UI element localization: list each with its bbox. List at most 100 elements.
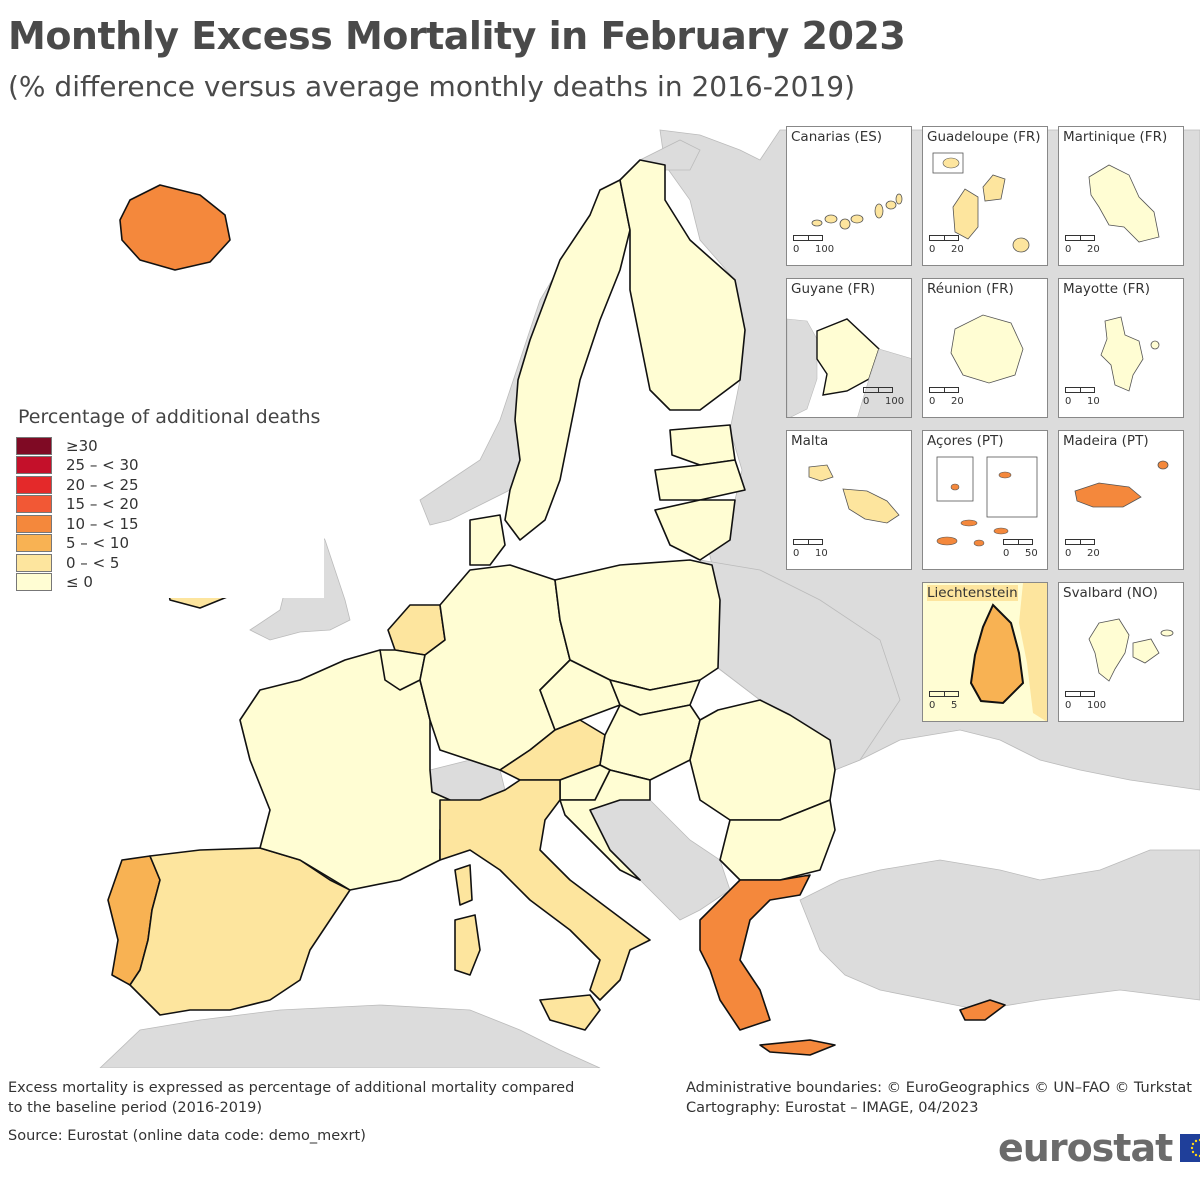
inset-shape [808,464,900,524]
inset-mayotte: Mayotte (FR) 0 10 [1058,278,1184,418]
inset-shape [932,152,1030,253]
spain-region [129,847,351,1016]
inset-title: Svalbard (NO) [1063,585,1158,601]
turkey-region [799,849,1200,1011]
inset-shape [1074,460,1169,508]
legend-item: 20 – < 25 [16,475,320,495]
legend-item: 15 – < 20 [16,495,320,515]
inset-shape [1088,164,1160,243]
inset-shape [811,193,903,230]
credits-line-2: Cartography: Eurostat – IMAGE, 04/2023 [686,1100,979,1116]
inset-shape [936,456,1038,547]
legend-rows: ≥30 25 – < 30 20 – < 25 15 – < 20 10 – <… [16,436,320,592]
legend-swatch [16,436,52,455]
eurostat-logo: eurostat [998,1126,1200,1170]
footnote: Excess mortality is expressed as percent… [8,1078,648,1118]
scale-bar: 0 100 [1065,691,1125,715]
legend: Percentage of additional deaths ≥30 25 –… [14,404,325,598]
denmark-region [469,514,506,566]
eu-flag-icon [1180,1134,1200,1162]
inset-title: Liechtenstein [927,585,1018,601]
inset-title: Martinique (FR) [1063,129,1168,145]
inset-martinique: Martinique (FR) 0 20 [1058,126,1184,266]
inset-title: Madeira (PT) [1063,433,1149,449]
inset-title: Malta [791,433,829,449]
footnote-line-1: Excess mortality is expressed as percent… [8,1080,575,1096]
inset-title: Guyane (FR) [791,281,876,297]
legend-item: ≥30 [16,436,320,456]
inset-title: Réunion (FR) [927,281,1014,297]
north-africa-region [99,1004,601,1068]
legend-item: 5 – < 10 [16,534,320,554]
bulgaria-region [719,799,836,881]
lithuania-region [654,499,736,561]
greece-region [699,874,811,1031]
legend-label: 5 – < 10 [66,534,130,553]
sicily-region [539,994,601,1031]
legend-label: ≤ 0 [66,573,93,592]
inset-guadeloupe: Guadeloupe (FR) 0 20 [922,126,1048,266]
inset-title: Mayotte (FR) [1063,281,1151,297]
legend-label: 0 – < 5 [66,553,120,572]
inset-shape [923,583,1047,721]
legend-label: ≥30 [66,436,98,455]
inset-shape [1100,316,1160,392]
legend-swatch [16,534,52,553]
scale-bar: 0 20 [929,235,989,259]
inset-title: Guadeloupe (FR) [927,129,1041,145]
credits-line-1: Administrative boundaries: © EuroGeograp… [686,1080,1192,1096]
cyprus-region [959,999,1006,1021]
legend-item: 0 – < 5 [16,553,320,573]
inset-shape [950,314,1024,384]
legend-swatch [16,573,52,592]
inset-svalbard: Svalbard (NO) 0 100 [1058,582,1184,722]
inset-malta: Malta 0 10 [786,430,912,570]
legend-label: 10 – < 15 [66,514,139,533]
iceland-region [119,184,231,271]
logo-text: eurostat [998,1126,1173,1170]
crete-region [759,1039,836,1056]
scale-bar: 0 10 [1065,387,1125,411]
legend-title: Percentage of additional deaths [18,406,321,428]
legend-swatch [16,475,52,494]
croatia-region [559,769,651,881]
scale-bar: 0 10 [793,539,853,563]
inset-reunion: Réunion (FR) 0 20 [922,278,1048,418]
estonia-region [669,424,736,466]
footnote-line-2: to the baseline period (2016-2019) [8,1100,263,1116]
source-note: Source: Eurostat (online data code: demo… [8,1128,366,1144]
scale-bar: 0 100 [863,387,911,411]
legend-label: 25 – < 30 [66,456,139,475]
map-title: Monthly Excess Mortality in February 202… [8,14,906,58]
legend-label: 20 – < 25 [66,475,139,494]
inset-shape [787,318,911,417]
map-subtitle: (% difference versus average monthly dea… [8,70,856,103]
scale-bar: 0 100 [793,235,853,259]
sweden-region [504,179,631,541]
hungary-region [599,704,701,781]
inset-shape [1088,618,1174,682]
legend-item: 10 – < 15 [16,514,320,534]
latvia-region [654,459,746,501]
legend-swatch [16,553,52,572]
scale-bar: 0 50 [1003,539,1047,563]
scale-bar: 0 20 [929,387,989,411]
scale-bar: 0 20 [1065,539,1125,563]
corsica-region [454,864,473,906]
legend-swatch [16,495,52,514]
credits: Administrative boundaries: © EuroGeograp… [686,1078,1192,1118]
inset-canarias: Canarias (ES) 0 100 [786,126,912,266]
inset-madeira: Madeira (PT) 0 20 [1058,430,1184,570]
inset-title: Açores (PT) [927,433,1004,449]
poland-region [554,559,721,691]
legend-item: 25 – < 30 [16,456,320,476]
finland-region [619,159,746,411]
inset-title: Canarias (ES) [791,129,883,145]
map-area: Percentage of additional deaths ≥30 25 –… [0,118,1200,1068]
inset-guyane: Guyane (FR) 0 100 [786,278,912,418]
legend-swatch [16,514,52,533]
sardinia-region [454,914,481,976]
legend-item: ≤ 0 [16,573,320,593]
